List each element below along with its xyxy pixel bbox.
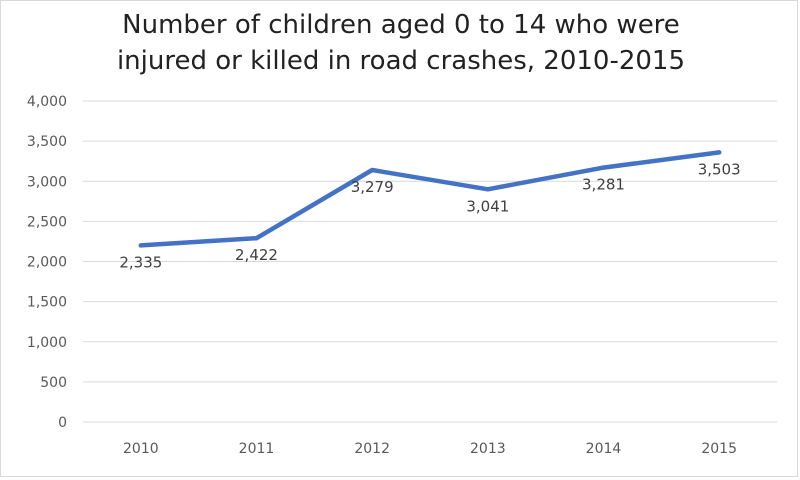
x-tick-label: 2012 <box>354 441 390 457</box>
x-tick-label: 2011 <box>239 441 275 457</box>
data-label-2015: 3,503 <box>698 160 741 178</box>
y-tick-label: 3,500 <box>27 134 67 150</box>
data-label-2014: 3,281 <box>582 176 625 194</box>
x-tick-label: 2014 <box>586 441 622 457</box>
y-tick-label: 2,000 <box>27 255 67 271</box>
data-label-2010: 2,335 <box>119 253 162 271</box>
gridlines <box>83 100 777 423</box>
x-tick-label: 2010 <box>123 441 159 457</box>
y-tick-label: 2,500 <box>27 214 67 230</box>
data-point-2012 <box>370 168 375 173</box>
y-axis-tick-labels: 0 500 1,000 1,500 2,000 2,500 3,000 3,500 4,000 <box>27 94 67 431</box>
series-line <box>138 150 722 248</box>
chart-title: Number of children aged 0 to 14 who were… <box>117 10 685 76</box>
data-label-2012: 3,279 <box>351 178 394 196</box>
y-tick-label: 4,000 <box>27 94 67 110</box>
data-point-2011 <box>254 236 259 241</box>
y-tick-label: 1,500 <box>27 295 67 311</box>
data-label-2013: 3,041 <box>466 197 509 215</box>
x-tick-label: 2015 <box>701 441 737 457</box>
chart-title-line-2: injured or killed in road crashes, 2010-… <box>117 46 685 76</box>
series-line-group <box>138 150 722 248</box>
data-label-2011: 2,422 <box>235 246 278 264</box>
y-tick-label: 1,000 <box>27 335 67 351</box>
data-point-2010 <box>138 243 143 248</box>
y-tick-label: 500 <box>40 375 67 391</box>
y-tick-label: 0 <box>58 415 67 431</box>
y-tick-label: 3,000 <box>27 174 67 190</box>
data-point-2013 <box>485 187 490 192</box>
chart-title-line-1: Number of children aged 0 to 14 who were <box>122 10 680 40</box>
x-axis-tick-labels: 2010 2011 2012 2013 2014 2015 <box>123 441 737 457</box>
data-point-2014 <box>601 165 606 170</box>
data-point-2015 <box>717 150 722 155</box>
x-tick-label: 2013 <box>470 441 506 457</box>
data-labels: 2,335 2,422 3,279 3,041 3,281 3,503 <box>119 160 740 271</box>
